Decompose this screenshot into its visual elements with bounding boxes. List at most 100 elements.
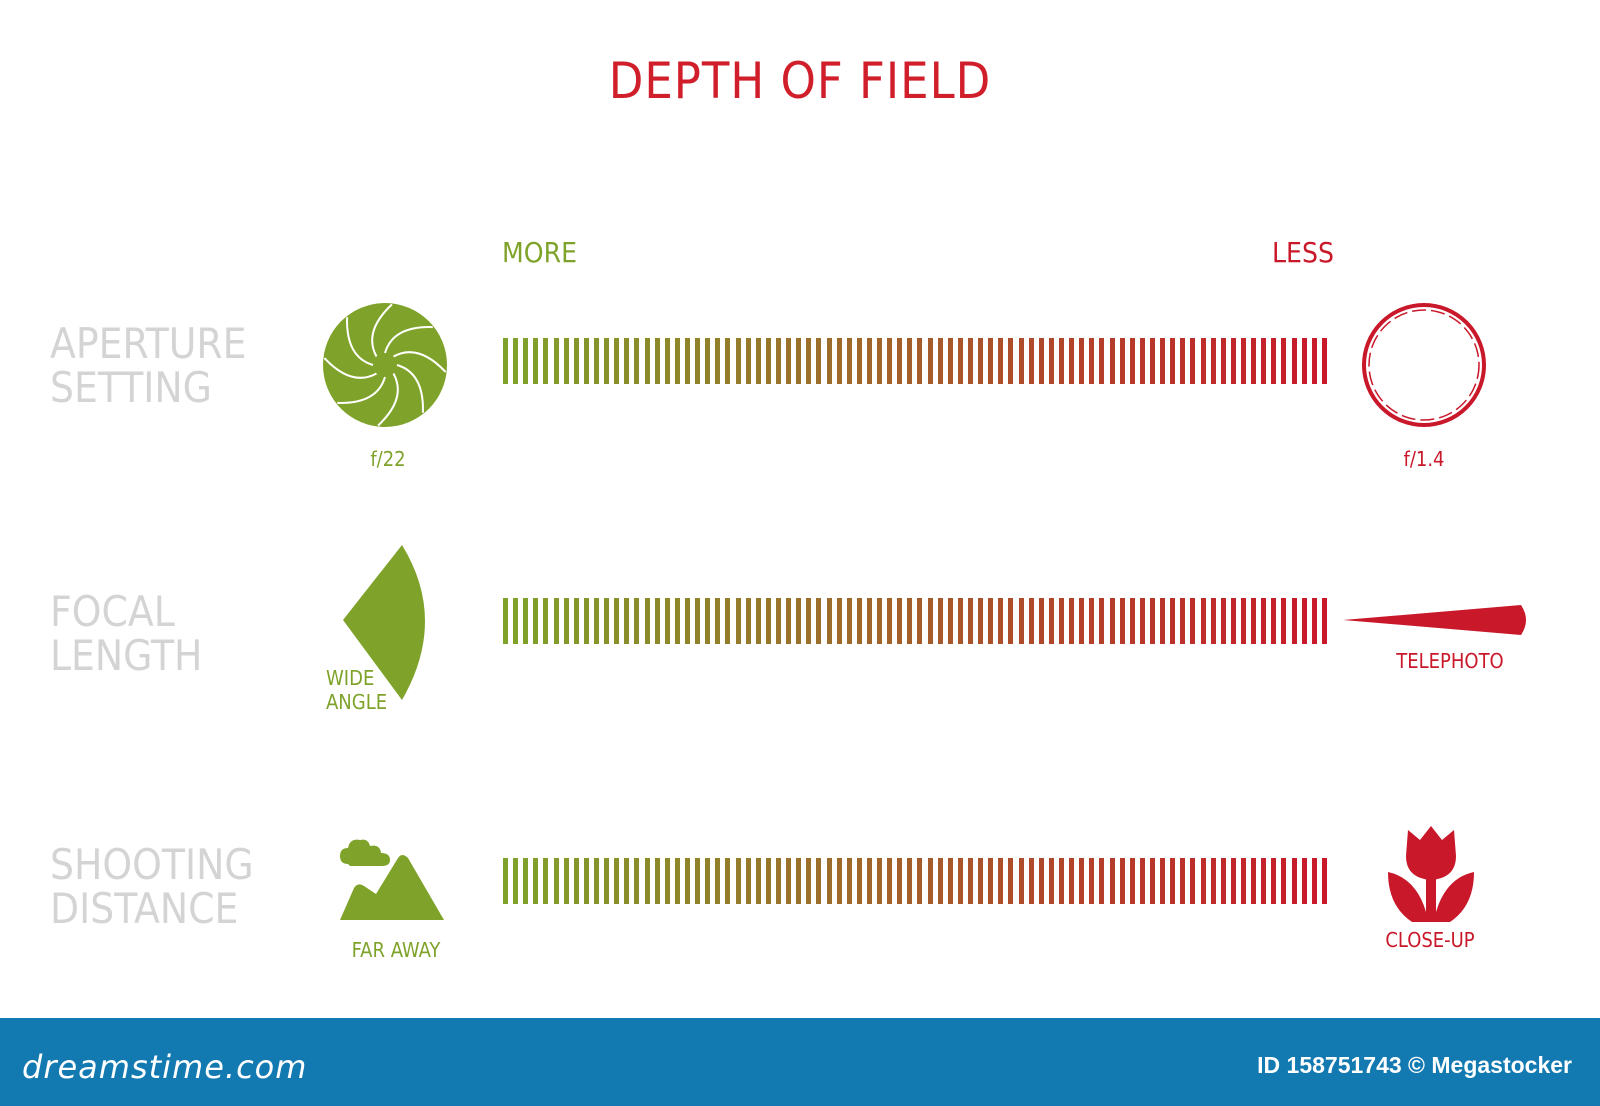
- bar-segment: [583, 598, 589, 644]
- bar-segment: [1311, 338, 1317, 384]
- bar-segment: [695, 858, 701, 904]
- bar-segment: [745, 598, 751, 644]
- bar-segment: [998, 338, 1004, 384]
- bar-segment: [897, 858, 903, 904]
- bar-segment: [553, 598, 559, 644]
- bar-segment: [705, 598, 711, 644]
- bar-segment: [745, 338, 751, 384]
- bar-segment: [1261, 858, 1267, 904]
- row-label-aperture: APERTURE SETTING: [50, 322, 247, 410]
- bar-segment: [1311, 858, 1317, 904]
- caption-close-up: CLOSE-UP: [1385, 928, 1475, 952]
- bar-segment: [634, 858, 640, 904]
- bar-segment: [543, 858, 549, 904]
- bar-segment: [877, 338, 883, 384]
- bar-segment: [1271, 598, 1277, 644]
- bar-segment: [674, 598, 680, 644]
- caption-f14: f/1.4: [1403, 447, 1445, 471]
- bar-segment: [826, 338, 832, 384]
- bar-segment: [715, 598, 721, 644]
- bar-segment: [856, 338, 862, 384]
- bar-segment: [573, 858, 579, 904]
- bar-segment: [836, 338, 842, 384]
- bar-segment: [1230, 338, 1236, 384]
- bar-segment: [988, 598, 994, 644]
- bar-segment: [563, 338, 569, 384]
- bar-segment: [775, 598, 781, 644]
- bar-segment: [614, 598, 620, 644]
- bar-segment: [1220, 858, 1226, 904]
- bar-segment: [1281, 858, 1287, 904]
- bar-segment: [644, 598, 650, 644]
- bar-segment: [503, 338, 508, 384]
- bar-segment: [1160, 338, 1166, 384]
- bar-segment: [755, 858, 761, 904]
- row-label-focal: FOCAL LENGTH: [50, 590, 202, 678]
- bar-segment: [715, 858, 721, 904]
- bar-segment: [533, 338, 539, 384]
- bar-segment: [513, 598, 519, 644]
- bar-segment: [816, 858, 822, 904]
- bar-segment: [998, 598, 1004, 644]
- bar-segment: [1230, 598, 1236, 644]
- bar-segment: [1190, 858, 1196, 904]
- bar-segment: [1109, 598, 1115, 644]
- bar-segment: [1301, 338, 1307, 384]
- landscape-icon: [340, 839, 444, 920]
- bar-segment: [1069, 338, 1075, 384]
- macro-flower-icon: [1388, 826, 1474, 922]
- bar-segment: [1129, 338, 1135, 384]
- bar-segment: [1321, 338, 1327, 384]
- bar-segment: [937, 598, 943, 644]
- footer-bar: [0, 1018, 1600, 1106]
- bar-segment: [957, 858, 963, 904]
- bar-segment: [866, 338, 872, 384]
- bar-segment: [664, 858, 670, 904]
- bar-segment: [715, 338, 721, 384]
- bar-segment: [735, 338, 741, 384]
- bar-segment: [917, 598, 923, 644]
- bar-segment: [1301, 598, 1307, 644]
- bar-segment: [1210, 338, 1216, 384]
- bar-segment: [1291, 338, 1297, 384]
- bar-segment: [745, 858, 751, 904]
- bar-segment: [735, 598, 741, 644]
- bar-segment: [897, 598, 903, 644]
- bar-segment: [1210, 858, 1216, 904]
- bar-segment: [624, 338, 630, 384]
- bar-segment: [755, 598, 761, 644]
- bar-segment: [1119, 338, 1125, 384]
- bar-segment: [593, 858, 599, 904]
- bar-segment: [1048, 858, 1054, 904]
- bar-segment: [553, 338, 559, 384]
- bar-segment: [1069, 598, 1075, 644]
- bar-segment: [1109, 338, 1115, 384]
- bar-segment: [1099, 338, 1105, 384]
- footer-image-id: ID 158751743 © Megastocker: [1257, 1052, 1572, 1078]
- scale-less-label: LESS: [1272, 236, 1334, 269]
- bar-segment: [765, 338, 771, 384]
- bar-segment: [553, 858, 559, 904]
- bar-segment: [765, 598, 771, 644]
- bar-segment: [1089, 858, 1095, 904]
- bar-segment: [887, 598, 893, 644]
- bar-segment: [725, 598, 731, 644]
- aperture-open-icon: [1362, 303, 1486, 427]
- bar-segment: [806, 338, 812, 384]
- bar-segment: [917, 858, 923, 904]
- bar-segment: [937, 858, 943, 904]
- bar-segment: [947, 338, 953, 384]
- bar-segment: [583, 858, 589, 904]
- bar-segment: [846, 598, 852, 644]
- bar-segment: [543, 338, 549, 384]
- bar-segment: [1170, 338, 1176, 384]
- bar-segment: [1038, 338, 1044, 384]
- bar-segment: [684, 598, 690, 644]
- bar-segment: [877, 598, 883, 644]
- bar-segment: [1079, 598, 1085, 644]
- bar-segment: [1129, 858, 1135, 904]
- bar-segment: [836, 598, 842, 644]
- bar-segment: [503, 598, 508, 644]
- bar-segment: [644, 338, 650, 384]
- bar-segment: [593, 598, 599, 644]
